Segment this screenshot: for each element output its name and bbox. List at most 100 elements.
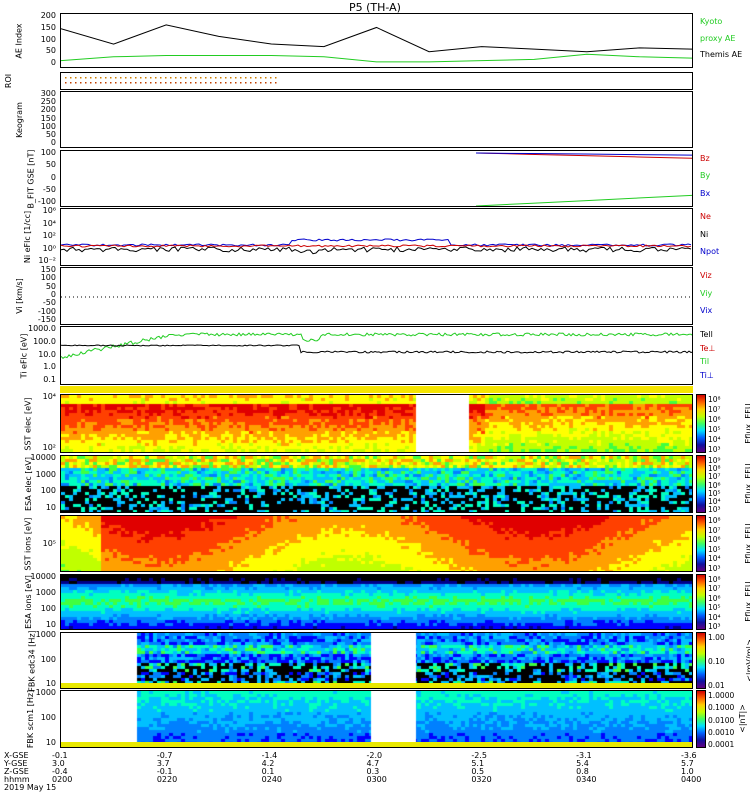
y-tick-label: 100 <box>40 604 56 613</box>
roi-marker <box>270 82 272 84</box>
roi-marker <box>155 82 157 84</box>
roi-marker <box>210 82 212 84</box>
ae-plot <box>61 24 692 63</box>
colorbar-title: Eflux, EFU <box>743 463 750 504</box>
roi-marker <box>180 77 182 79</box>
y-tick-label: -50 <box>42 184 56 194</box>
colorbar-tick: 1.00 <box>708 633 725 642</box>
roi-marker <box>190 77 192 79</box>
x-tick-label: 0.5 <box>471 767 485 776</box>
colorbar-tick: 1.0000 <box>708 691 735 700</box>
roi-marker <box>65 82 67 84</box>
roi-marker <box>250 77 252 79</box>
roi-marker <box>160 82 162 84</box>
roi-marker <box>140 77 142 79</box>
fbk_edc-ylabel: FBK edc34 [Hz] <box>27 629 37 692</box>
y-tick-label: 1.0 <box>43 362 56 372</box>
esa_e-ylabel: ESA elec [eV] <box>23 457 33 511</box>
roi-marker <box>135 82 137 84</box>
roi-marker <box>80 82 82 84</box>
colorbar-tick: 10⁴ <box>708 612 721 622</box>
y-tick-label: 200 <box>40 11 56 20</box>
x-tick-label: 0.1 <box>261 767 275 776</box>
roi-marker <box>250 82 252 84</box>
y-tick-label: 0 <box>50 290 56 299</box>
roi-marker <box>95 77 97 79</box>
y-tick-label: 10⁰ <box>42 243 56 253</box>
x-tick-label: 4.7 <box>366 759 380 768</box>
roi-plot <box>65 77 277 84</box>
y-tick-label: 50 <box>45 160 56 170</box>
roi-marker <box>125 82 127 84</box>
roi-marker <box>130 77 132 79</box>
roi-marker <box>145 77 147 79</box>
y-tick-label: 10000 <box>30 572 56 581</box>
colorbar-tick: 10⁸ <box>708 516 721 525</box>
legend-entry: Te⊥ <box>700 343 716 353</box>
sst_i-plot <box>61 516 693 572</box>
spectrogram-image <box>61 395 692 452</box>
roi-marker <box>275 77 277 79</box>
roi-marker <box>240 77 242 79</box>
x-tick-label: 3.7 <box>156 759 170 768</box>
colorbar-tick: 10³ <box>708 622 721 631</box>
spectrogram-flag-strip <box>60 386 693 393</box>
roi-marker <box>65 77 67 79</box>
roi-marker <box>125 77 127 79</box>
y-tick-label: 10.0 <box>38 349 56 359</box>
fbk_edc-panel <box>60 632 693 689</box>
x-tick-label: -3.1 <box>576 751 592 760</box>
x-tick-label: 0340 <box>576 775 597 784</box>
roi-marker <box>245 82 247 84</box>
legend-entry: Vix <box>700 306 713 316</box>
roi-marker <box>200 77 202 79</box>
legend-entry: Ni <box>700 229 709 239</box>
y-tick-label: 250 <box>40 97 56 107</box>
roi-marker <box>195 82 197 84</box>
colorbar-tick: 10⁵ <box>708 488 721 498</box>
x-tick-label: 0240 <box>261 775 283 784</box>
x-tick-label: 3.0 <box>52 759 65 768</box>
spectrogram-image <box>61 633 692 688</box>
colorbar-tick: 10⁵ <box>708 425 721 434</box>
velocity-panel <box>60 267 693 325</box>
temp-ylabel: Ti eFlc [eV] <box>19 333 29 378</box>
series-line <box>475 194 692 206</box>
roi-marker <box>70 77 72 79</box>
y-tick-label: 200 <box>40 105 56 115</box>
y-tick-label: 100 <box>40 34 56 44</box>
roi-marker <box>230 82 232 84</box>
colorbar-tick: 0.10 <box>708 657 725 666</box>
roi-marker <box>145 82 147 84</box>
colorbar-tick: 10⁴ <box>708 435 721 444</box>
x-tick-label: 0400 <box>681 775 702 784</box>
sst_i-panel <box>60 515 693 572</box>
series-line <box>475 152 692 159</box>
y-tick-label: 300 <box>40 89 56 98</box>
roi-marker <box>190 82 192 84</box>
colorbar-tick: 10⁴ <box>708 554 721 564</box>
series-line <box>61 244 692 248</box>
roi-marker <box>115 77 117 79</box>
roi-marker <box>185 77 187 79</box>
fbk_scm-panel <box>60 690 693 748</box>
y-tick-label: 100 <box>40 713 56 722</box>
colorbar-tick: 10⁴ <box>708 496 721 506</box>
roi-marker <box>120 77 122 79</box>
x-tick-label: 5.7 <box>681 759 694 768</box>
colorbar-title: Eflux, EFU <box>743 402 750 444</box>
roi-marker <box>240 82 242 84</box>
roi-marker <box>255 77 257 79</box>
colorbar-tick: 10³ <box>708 445 721 454</box>
roi-marker <box>185 82 187 84</box>
x-tick-label: -3.6 <box>681 751 697 760</box>
keogram-ylabel: Keogram <box>14 101 24 138</box>
legend-entry: proxy AE <box>700 33 736 43</box>
y-tick-label: 10⁴ <box>42 392 56 401</box>
legend-entry: Viy <box>700 288 713 298</box>
y-tick-label: 100 <box>40 273 56 283</box>
colorbar-tick: 10⁸ <box>708 575 721 584</box>
roi-marker <box>245 77 247 79</box>
y-tick-label: 50 <box>45 281 56 291</box>
x-tick-label: 0220 <box>156 775 178 784</box>
